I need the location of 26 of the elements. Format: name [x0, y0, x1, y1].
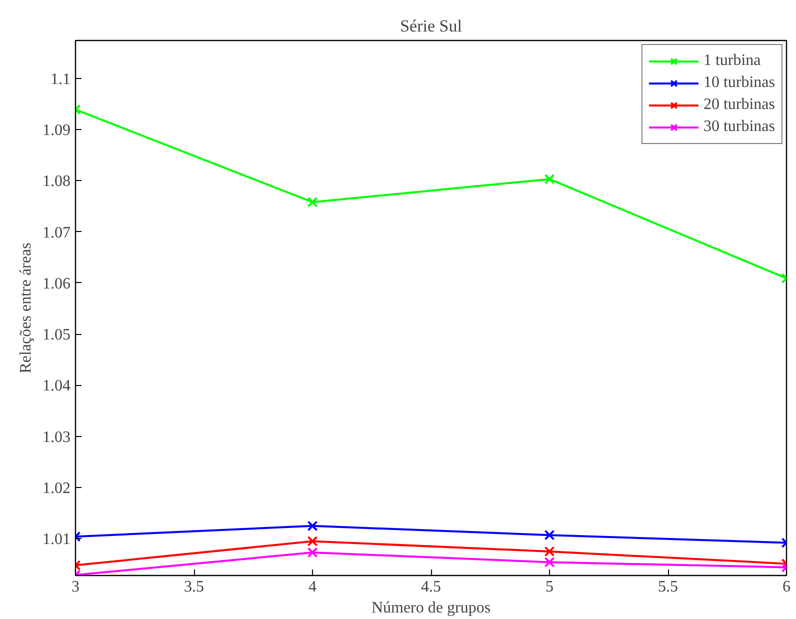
y-tick-label: 1.1 — [50, 70, 70, 88]
y-tick-label: 1.05 — [42, 326, 70, 344]
point — [544, 556, 555, 568]
x-tick-label: 5.5 — [658, 578, 678, 596]
x-tick-label: 3 — [72, 578, 80, 596]
x-tick-label: 4.5 — [421, 578, 441, 596]
legend-label: 10 turbinas — [703, 74, 775, 92]
legend-label: 1 turbina — [703, 52, 761, 70]
y-tick-label: 1.07 — [42, 224, 70, 242]
legend-label: 20 turbinas — [703, 96, 775, 114]
chart-title: Série Sul — [400, 16, 462, 36]
legend-label: 30 turbinas — [703, 118, 775, 136]
y-tick-label: 1.08 — [42, 173, 70, 190]
x-axis-title: Número de grupos — [371, 600, 491, 616]
x-tick-label: 5 — [546, 578, 554, 596]
x-tick-label: 4 — [308, 578, 316, 596]
y-tick-label: 1.04 — [42, 378, 70, 395]
y-tick-label: 1.02 — [42, 480, 70, 498]
y-tick-label: 1.09 — [42, 122, 70, 139]
x-tick-label: 3.5 — [184, 578, 204, 596]
y-axis-title: Relações entre áreas — [18, 242, 34, 374]
y-tick-label: 1.03 — [42, 428, 70, 446]
x-tick-label: 6 — [782, 578, 790, 596]
point — [307, 547, 318, 558]
y-tick-label: 1.06 — [42, 275, 70, 292]
y-tick-label: 1.01 — [42, 531, 70, 548]
